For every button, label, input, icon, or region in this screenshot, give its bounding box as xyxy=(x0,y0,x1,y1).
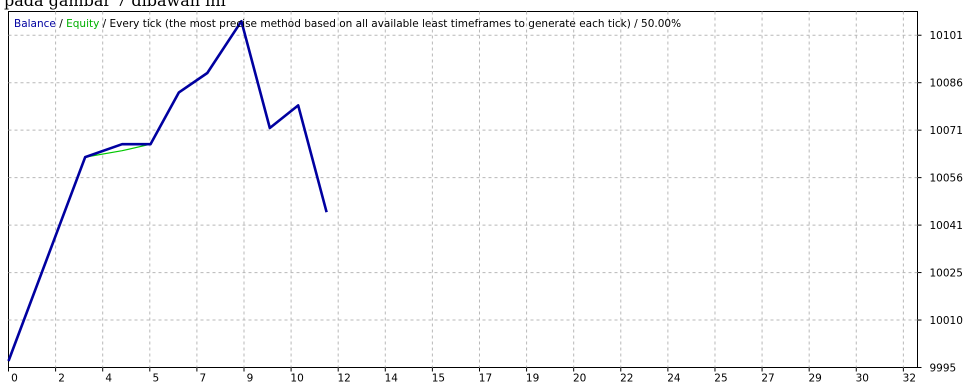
x-tick-label: 17 xyxy=(479,373,492,385)
y-tick-label: 10056 xyxy=(930,173,964,185)
y-tick-label: 10101 xyxy=(930,30,963,42)
header-equity-label: Equity xyxy=(66,18,99,30)
x-tick-label: 25 xyxy=(714,373,727,385)
x-tick-label: 27 xyxy=(761,373,774,385)
y-tick-label: 10086 xyxy=(930,78,964,90)
x-tick-label: 30 xyxy=(856,373,869,385)
series-line-balance xyxy=(7,19,328,362)
x-tick-label: 2 xyxy=(58,373,65,385)
plot-frame xyxy=(8,11,918,368)
grid xyxy=(8,11,918,368)
x-tick-label: 10 xyxy=(290,373,303,385)
y-tick-label: 10025 xyxy=(930,268,963,280)
series-line-equity xyxy=(85,143,151,158)
caption-text: pada gambar 7 dibawah ini xyxy=(4,0,226,10)
x-tick-label: 22 xyxy=(620,373,633,385)
header-separator: / xyxy=(56,18,66,30)
header-balance-label: Balance xyxy=(14,18,56,30)
x-tick-label: 20 xyxy=(573,373,586,385)
series-layer xyxy=(7,19,328,362)
x-tick-label: 29 xyxy=(808,373,821,385)
y-tick-label: 10010 xyxy=(930,315,963,327)
y-tick-label: 9995 xyxy=(930,363,957,375)
x-tick-label: 19 xyxy=(526,373,539,385)
x-tick-label: 9 xyxy=(247,373,254,385)
y-axis: 10101 10086 10071 10056 10041 10025 10010 9995 xyxy=(917,30,964,375)
x-tick-label: 15 xyxy=(432,373,445,385)
x-tick-label: 7 xyxy=(200,373,207,385)
y-tick-label: 10071 xyxy=(930,125,963,137)
header-test-info: / Every tick (the most precise method ba… xyxy=(99,18,681,30)
x-tick-label: 24 xyxy=(667,373,681,385)
x-tick-label: 5 xyxy=(152,373,159,385)
x-tick-label: 12 xyxy=(338,373,351,385)
y-tick-label: 10041 xyxy=(930,220,963,232)
x-tick-label: 4 xyxy=(105,373,112,385)
x-tick-label: 14 xyxy=(385,373,399,385)
x-tick-label: 0 xyxy=(11,373,18,385)
chart-header: Balance / Equity / Every tick (the most … xyxy=(14,18,681,30)
x-axis: 0 2 4 5 7 9 10 12 14 15 17 19 20 22 24 25 27 29 30 32 xyxy=(8,367,916,385)
x-tick-label: 32 xyxy=(903,373,916,385)
